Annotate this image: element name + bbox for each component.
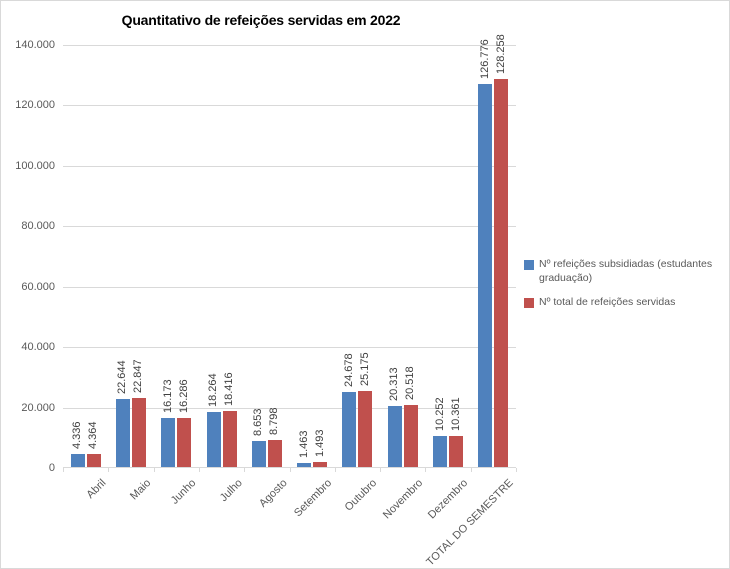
- bar-subsidiadas: [478, 84, 492, 467]
- bar-subsidiadas: [207, 412, 221, 467]
- bar-total: [132, 398, 146, 467]
- bar-subsidiadas: [342, 392, 356, 467]
- bar-value-label: 1.463: [298, 430, 310, 458]
- bar-value-label: 24.678: [343, 353, 355, 387]
- x-axis-tick: [63, 468, 64, 472]
- x-category-label: Dezembro: [426, 477, 471, 522]
- gridline: [63, 287, 516, 288]
- x-axis-tick: [516, 468, 517, 472]
- x-axis-tick: [380, 468, 381, 472]
- bar-total: [177, 418, 191, 467]
- bar-value-label: 18.416: [223, 372, 235, 406]
- bar-subsidiadas: [71, 454, 85, 467]
- gridline: [63, 226, 516, 227]
- legend-item: Nº refeições subsidiadas (estudantes gra…: [524, 258, 729, 285]
- bar-value-label: 1.493: [314, 429, 326, 457]
- y-tick-label: 0: [48, 462, 55, 474]
- legend: Nº refeições subsidiadas (estudantes gra…: [524, 258, 729, 310]
- legend-swatch-icon: [524, 260, 534, 270]
- legend-label: Nº refeições subsidiadas (estudantes gra…: [539, 258, 713, 284]
- bar-total: [313, 462, 327, 467]
- gridline: [63, 105, 516, 106]
- bar-value-label: 10.252: [434, 397, 446, 431]
- x-category-label: Setembro: [292, 477, 335, 520]
- bar-value-label: 8.653: [252, 408, 264, 436]
- x-axis-labels: Abril Maio Junho Julho Agosto Setembro Outubro…: [63, 468, 516, 569]
- bar-value-label: 8.798: [268, 407, 280, 435]
- legend-item: Nº total de refeições servidas: [524, 296, 729, 310]
- x-category-label: Junho: [168, 477, 199, 507]
- bar-total: [87, 454, 101, 467]
- x-axis-tick: [335, 468, 336, 472]
- x-axis-tick: [108, 468, 109, 472]
- bar-total: [358, 391, 372, 467]
- x-category-label: TOTAL DO SEMESTRE: [424, 477, 516, 569]
- bar-value-label: 4.364: [87, 421, 99, 449]
- gridline: [63, 408, 516, 409]
- chart-title: Quantitativo de refeições servidas em 20…: [121, 12, 401, 28]
- y-tick-label: 20.000: [21, 402, 55, 414]
- bar-value-label: 20.518: [404, 366, 416, 400]
- bar-subsidiadas: [433, 436, 447, 467]
- x-axis-tick: [425, 468, 426, 472]
- x-category-label: Julho: [217, 477, 245, 505]
- bar-value-label: 16.286: [178, 379, 190, 413]
- bar-total: [268, 440, 282, 467]
- y-tick-label: 100.000: [15, 160, 55, 172]
- x-axis-tick: [290, 468, 291, 472]
- x-axis-tick: [471, 468, 472, 472]
- y-tick-label: 120.000: [15, 99, 55, 111]
- bar-total: [449, 436, 463, 467]
- x-axis-tick: [244, 468, 245, 472]
- bar-subsidiadas: [161, 418, 175, 467]
- bar-value-label: 25.175: [359, 352, 371, 386]
- bar-value-label: 16.173: [162, 379, 174, 413]
- gridline: [63, 347, 516, 348]
- bar-value-label: 10.361: [450, 397, 462, 431]
- x-category-label: Abril: [84, 477, 109, 502]
- x-category-label: Novembro: [381, 477, 426, 522]
- legend-swatch-icon: [524, 298, 534, 309]
- bar-total: [404, 405, 418, 467]
- bar-subsidiadas: [116, 399, 130, 467]
- y-tick-label: 40.000: [21, 341, 55, 353]
- bar-total: [494, 79, 508, 467]
- bar-value-label: 128.258: [495, 34, 507, 74]
- x-category-label: Agosto: [256, 477, 290, 510]
- bar-subsidiadas: [297, 463, 311, 467]
- x-axis-line: [63, 467, 516, 468]
- bar-value-label: 22.644: [116, 360, 128, 394]
- x-category-label: Maio: [128, 477, 154, 503]
- y-tick-label: 80.000: [21, 220, 55, 232]
- bar-subsidiadas: [388, 406, 402, 467]
- bar-total: [223, 411, 237, 467]
- gridline: [63, 166, 516, 167]
- plot-area: 4.336 4.364 22.644 22.847 16.173 16.286 18.264…: [63, 34, 517, 472]
- y-axis-labels: 0 20.000 40.000 60.000 80.000 100.000 120.000 1…: [1, 39, 55, 474]
- bar-value-label: 18.264: [207, 373, 219, 407]
- legend-label: Nº total de refeições servidas: [539, 296, 676, 309]
- x-axis-tick: [154, 468, 155, 472]
- bar-subsidiadas: [252, 441, 266, 467]
- bar-value-label: 20.313: [388, 367, 400, 401]
- gridline: [63, 45, 516, 46]
- x-category-label: Outubro: [342, 477, 380, 514]
- bar-value-label: 126.776: [479, 39, 491, 79]
- y-tick-label: 60.000: [21, 281, 55, 293]
- bar-value-label: 22.847: [132, 359, 144, 393]
- y-tick-label: 140.000: [15, 39, 55, 51]
- bar-value-label: 4.336: [71, 421, 83, 449]
- x-axis-tick: [199, 468, 200, 472]
